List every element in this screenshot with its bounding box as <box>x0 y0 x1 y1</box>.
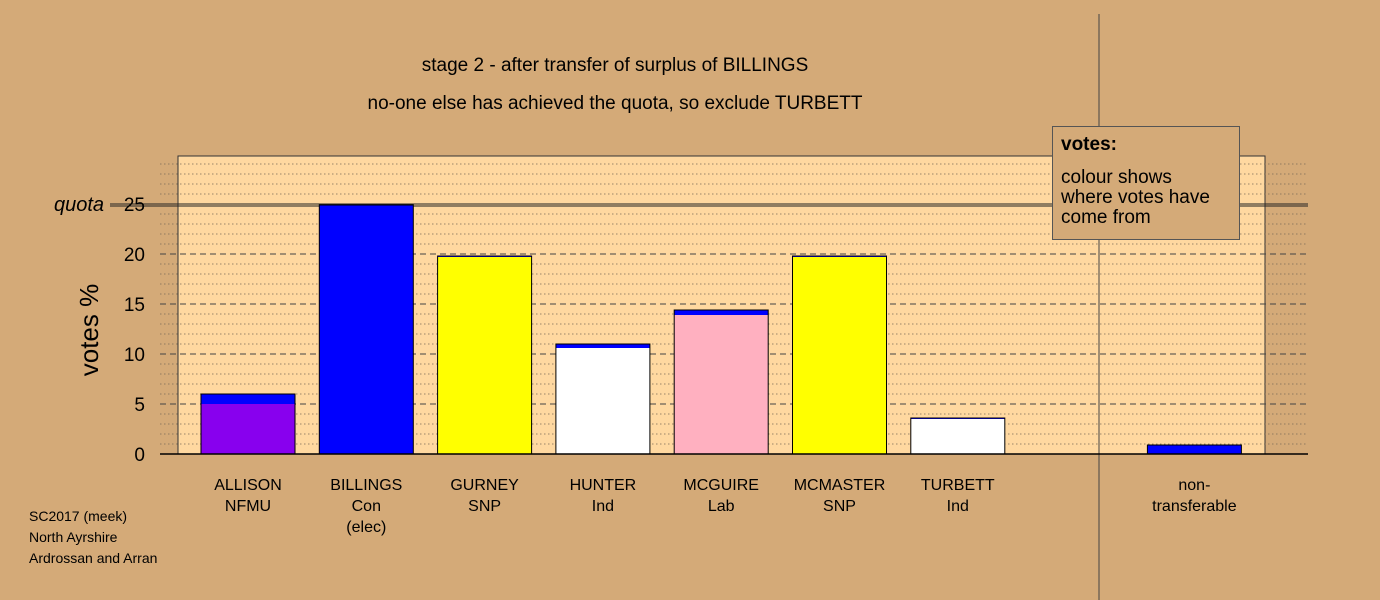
category-label: Con <box>352 498 381 515</box>
chart-title: stage 2 - after transfer of surplus of B… <box>421 55 809 76</box>
category-label: SNP <box>468 498 501 515</box>
category-label: MCGUIRE <box>683 477 759 494</box>
category-label: HUNTER <box>570 477 637 494</box>
category-label: SNP <box>823 498 856 515</box>
chart-subtitle: no-one else has achieved the quota, so e… <box>367 93 863 114</box>
bar-segment <box>792 257 887 454</box>
y-axis-label: votes % <box>74 284 104 377</box>
bar-segment <box>201 394 295 404</box>
y-tick-label: 0 <box>134 445 145 466</box>
bar-segment <box>201 404 295 454</box>
bar-segment <box>555 344 650 348</box>
category-label: Lab <box>708 498 735 515</box>
caption-line: Ardrossan and Arran <box>29 550 158 566</box>
category-label: GURNEY <box>450 477 519 494</box>
quota-label: quota <box>54 194 104 216</box>
bar-segment <box>674 315 769 454</box>
y-tick-label: 25 <box>124 195 145 216</box>
bar-segment <box>555 348 650 454</box>
bar-segment <box>674 310 769 315</box>
legend: votes: colour shows where votes have com… <box>1052 126 1240 240</box>
bar-segment <box>1147 445 1242 454</box>
category-label: Ind <box>592 498 614 515</box>
category-label: NFMU <box>225 498 271 515</box>
y-tick-label: 15 <box>124 295 145 316</box>
category-label: Ind <box>947 498 969 515</box>
legend-text: colour shows where votes have come from <box>1061 167 1210 228</box>
caption: SC2017 (meek) North Ayrshire Ardrossan a… <box>29 506 157 569</box>
category-label: MCMASTER <box>794 477 886 494</box>
y-tick-label: 10 <box>124 345 145 366</box>
bar-segment <box>319 205 414 454</box>
bar-segment <box>437 257 532 454</box>
category-label: TURBETT <box>921 477 995 494</box>
caption-line: North Ayrshire <box>29 529 118 545</box>
category-label: non- <box>1178 477 1210 494</box>
category-label: BILLINGS <box>330 477 402 494</box>
category-label: transferable <box>1152 498 1237 515</box>
y-tick-label: 20 <box>124 245 145 266</box>
legend-heading: votes: <box>1061 134 1117 155</box>
y-tick-label: 5 <box>134 395 145 416</box>
category-label: ALLISON <box>214 477 282 494</box>
caption-line: SC2017 (meek) <box>29 508 128 524</box>
category-label: (elec) <box>346 519 386 536</box>
bar-segment <box>910 419 1005 454</box>
